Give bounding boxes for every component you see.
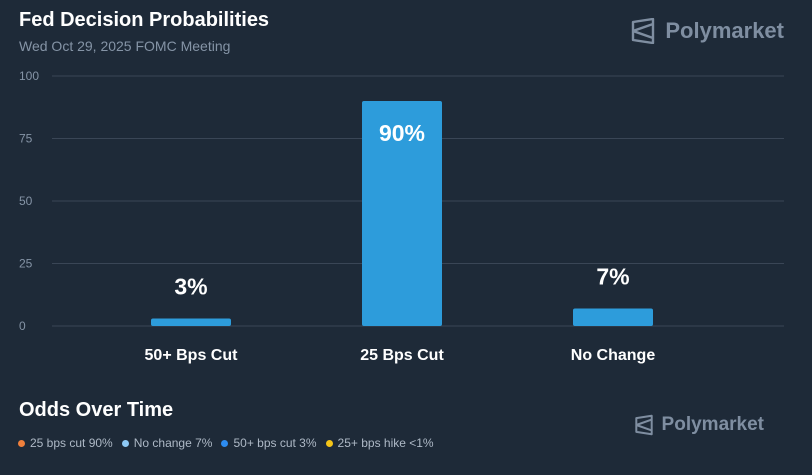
legend-item: 25 bps cut 90% xyxy=(18,436,113,450)
y-tick-label: 50 xyxy=(19,194,33,208)
legend-label: 25 bps cut 90% xyxy=(30,436,113,450)
brand-name-secondary: Polymarket xyxy=(661,414,764,435)
chart-title: Fed Decision Probabilities xyxy=(19,9,270,31)
brand-logo: Polymarket xyxy=(630,18,784,44)
bar xyxy=(362,101,442,326)
polymarket-logo-icon xyxy=(632,18,655,44)
odds-over-time-title: Odds Over Time xyxy=(19,399,174,421)
y-tick-label: 25 xyxy=(19,257,33,271)
bar xyxy=(151,318,231,326)
brand-logo-secondary: Polymarket xyxy=(634,414,764,436)
legend-item: No change 7% xyxy=(121,436,213,450)
legend-item: 25+ bps hike <1% xyxy=(325,436,434,450)
legend-label: No change 7% xyxy=(133,436,213,450)
bar-value-label: 90% xyxy=(379,120,425,146)
legend-dot xyxy=(221,439,229,447)
legend-label: 25+ bps hike <1% xyxy=(337,436,434,450)
y-tick-label: 0 xyxy=(19,319,26,333)
legend-label: 50+ bps cut 3% xyxy=(233,436,317,450)
bar xyxy=(573,308,653,326)
y-tick-label: 75 xyxy=(19,132,33,146)
x-category-label: 25 Bps Cut xyxy=(360,347,444,364)
legend-dot xyxy=(121,439,129,447)
y-tick-label: 100 xyxy=(19,69,39,83)
bar-value-label: 7% xyxy=(596,264,629,290)
legend-dot xyxy=(18,439,25,447)
bar-value-label: 3% xyxy=(174,274,207,300)
legend-item: 50+ bps cut 3% xyxy=(221,436,317,450)
bar-chart: 0 25 50 75 100 3% 50+ Bps Cut 90% 25 Bps Cut 7% No… xyxy=(19,69,784,364)
x-category-label: 50+ Bps Cut xyxy=(145,347,239,364)
x-category-label: No Change xyxy=(571,347,656,364)
polymarket-logo-icon xyxy=(634,414,653,436)
legend-dot xyxy=(325,439,333,447)
chart-subtitle: Wed Oct 29, 2025 FOMC Meeting xyxy=(19,38,231,54)
brand-name: Polymarket xyxy=(665,18,784,43)
odds-legend: 25 bps cut 90% No change 7% 50+ bps cut … xyxy=(18,436,434,450)
